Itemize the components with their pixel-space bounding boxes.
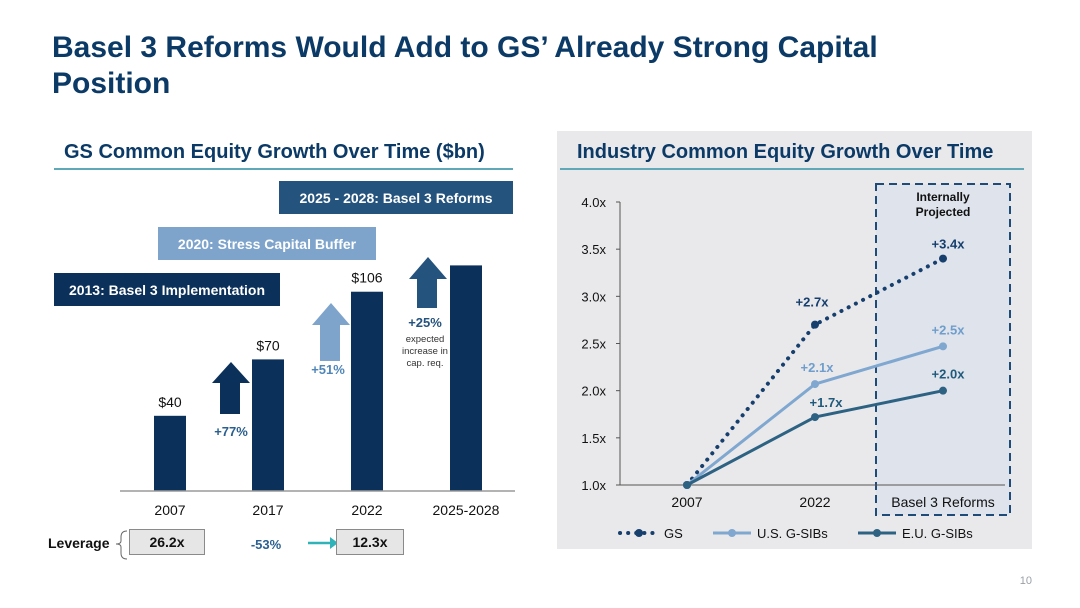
arrow-up-icon xyxy=(212,362,250,414)
y-tick-label: 1.0x xyxy=(581,478,606,493)
series-data-label: +2.0x xyxy=(932,367,966,382)
series-data-label: +2.1x xyxy=(801,360,835,375)
y-tick-label: 1.5x xyxy=(581,431,606,446)
right-header-rule xyxy=(560,168,1024,170)
legend-entry: GS xyxy=(664,526,683,541)
page-title: Basel 3 Reforms Would Add to GS’ Already… xyxy=(52,31,878,100)
legend-marker xyxy=(728,529,736,537)
bar-data-label: $40 xyxy=(158,394,182,410)
leverage-end-box: 12.3x xyxy=(336,529,404,555)
bar-2007 xyxy=(154,415,186,491)
series-point xyxy=(811,413,819,422)
arrow-label-25: +25% xyxy=(408,315,442,330)
banner-basel3-implementation: 2013: Basel 3 Implementation xyxy=(54,273,280,306)
y-tick-label: 3.5x xyxy=(581,242,606,257)
bar-2017 xyxy=(252,359,284,491)
arrow-right-icon xyxy=(330,537,338,549)
projection-box-label: Internally xyxy=(916,190,970,204)
arrow-note-line: cap. req. xyxy=(407,358,444,369)
series-point xyxy=(683,481,691,489)
bar-data-label: $106 xyxy=(351,270,382,286)
legend-entry: U.S. G-SIBs xyxy=(757,526,828,541)
series-point xyxy=(939,342,947,351)
legend-marker xyxy=(635,529,643,537)
bar-tick-label: 2007 xyxy=(154,502,185,518)
left-chart-header: GS Common Equity Growth Over Time ($bn) xyxy=(64,141,485,163)
arrow-up-icon xyxy=(409,257,447,308)
arrow-up-icon xyxy=(312,303,350,361)
legend-entry: E.U. G-SIBs xyxy=(902,526,973,541)
right-chart-header: Industry Common Equity Growth Over Time xyxy=(577,141,994,163)
arrow-label-51: +51% xyxy=(311,362,345,377)
banner-stress-capital-buffer: 2020: Stress Capital Buffer xyxy=(158,227,376,260)
y-tick-label: 3.0x xyxy=(581,289,606,304)
bar-chart: $40 $70 $106 2007 2017 2022 2025-2028 +77% +5… xyxy=(48,257,515,560)
projection-box-label: Projected xyxy=(916,205,971,219)
arrow-label-77: +77% xyxy=(214,424,248,439)
y-tick-label: 4.0x xyxy=(581,195,606,210)
series-data-label: +1.7x xyxy=(810,395,844,410)
series-data-label: +2.5x xyxy=(932,322,966,337)
leverage-label: Leverage xyxy=(48,535,110,551)
banner-basel3-reforms: 2025 - 2028: Basel 3 Reforms xyxy=(279,181,513,214)
series-line-GS xyxy=(685,256,945,487)
x-tick-label: Basel 3 Reforms xyxy=(891,494,994,510)
series-data-label: +2.7x xyxy=(796,295,830,310)
bar-tick-label: 2022 xyxy=(351,502,382,518)
series-point xyxy=(811,320,819,329)
bar-data-label: $70 xyxy=(256,337,280,353)
arrow-note-line: expected xyxy=(406,334,445,345)
series-point xyxy=(939,254,947,263)
x-tick-label: 2007 xyxy=(671,494,702,510)
leverage-brace xyxy=(115,530,128,560)
page-number: 10 xyxy=(1019,575,1032,587)
series-point xyxy=(811,380,819,389)
bar-tick-label: 2025-2028 xyxy=(433,502,500,518)
bar-tick-label: 2017 xyxy=(252,502,283,518)
series-point xyxy=(939,386,947,395)
bar-2025-2028 xyxy=(450,265,482,491)
y-tick-label: 2.0x xyxy=(581,384,606,399)
series-data-label: +3.4x xyxy=(932,237,966,252)
leverage-change: -53% xyxy=(251,537,282,552)
legend-marker xyxy=(873,529,881,537)
leverage-start-box: 26.2x xyxy=(129,529,205,555)
x-tick-label: 2022 xyxy=(799,494,830,510)
line-chart: Internally Projected 1.0x 1.5x 2.0x 2.5x 3.0… xyxy=(581,183,1011,541)
y-tick-label: 2.5x xyxy=(581,337,606,352)
left-header-rule xyxy=(54,168,513,170)
arrow-note-line: increase in xyxy=(402,346,448,357)
bar-2022 xyxy=(351,291,383,491)
